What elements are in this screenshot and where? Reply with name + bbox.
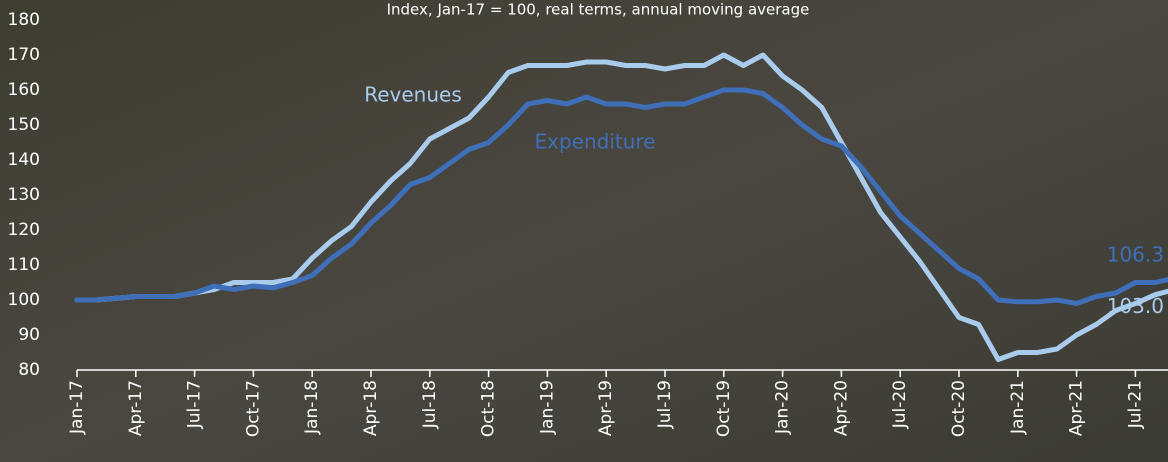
series-line [74, 52, 1168, 362]
chart-subtitle: Index, Jan-17 = 100, real terms, annual … [387, 1, 810, 19]
x-tick-label: Oct-19 [714, 380, 734, 437]
y-tick-label: 170 [8, 45, 40, 65]
x-tick-label: Jan-18 [302, 380, 322, 435]
value-label: 103.0 [1107, 294, 1164, 318]
x-tick-label: Oct-17 [243, 380, 263, 437]
x-tick-label: Apr-21 [1067, 380, 1087, 436]
x-tick-label: Jul-17 [185, 380, 205, 429]
series-label: Revenues [364, 83, 462, 107]
y-tick-label: 80 [18, 360, 40, 380]
x-tick-label: Apr-18 [361, 380, 381, 436]
y-tick-label: 140 [8, 150, 40, 170]
value-label: 106.3 [1107, 242, 1164, 266]
y-tick-label: 120 [8, 220, 40, 240]
y-tick-label: 110 [8, 255, 40, 275]
y-tick-label: 180 [8, 10, 40, 30]
series-line [74, 87, 1168, 306]
x-tick-label: Apr-17 [126, 380, 146, 436]
x-tick-label: Oct-20 [949, 380, 969, 437]
y-tick-label: 160 [8, 80, 40, 100]
x-tick-label: Jan-19 [537, 380, 557, 435]
y-tick-label: 150 [8, 115, 40, 135]
x-tick-label: Jul-19 [655, 380, 675, 429]
x-tick-label: Oct-18 [479, 380, 499, 437]
x-tick-label: Jan-20 [773, 380, 793, 435]
x-tick-label: Jul-18 [420, 380, 440, 429]
x-tick-label: Jan-21 [1008, 380, 1028, 435]
x-tick-label: Jul-21 [1125, 380, 1145, 429]
x-tick-label: Apr-20 [831, 380, 851, 436]
y-tick-label: 90 [18, 325, 40, 345]
x-tick-label: Apr-19 [596, 380, 616, 436]
x-tick-label: Jan-17 [67, 380, 87, 435]
x-tick-label: Jul-20 [890, 380, 910, 429]
series-label: Expenditure [534, 130, 655, 154]
y-tick-label: 130 [8, 185, 40, 205]
y-tick-label: 100 [8, 290, 40, 310]
